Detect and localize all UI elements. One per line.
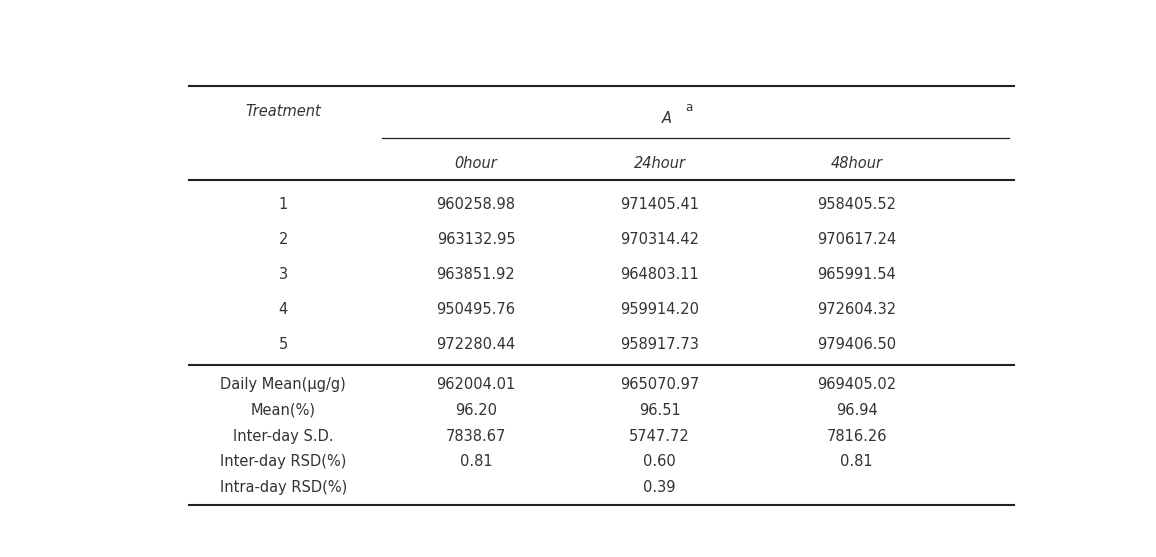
Text: 962004.01: 962004.01 xyxy=(436,377,516,392)
Text: 5747.72: 5747.72 xyxy=(629,429,690,443)
Text: 963851.92: 963851.92 xyxy=(437,267,516,282)
Text: 971405.41: 971405.41 xyxy=(620,197,699,212)
Text: 4: 4 xyxy=(279,302,288,317)
Text: 48hour: 48hour xyxy=(831,156,883,171)
Text: 7838.67: 7838.67 xyxy=(446,429,506,443)
Text: Mean(%): Mean(%) xyxy=(251,403,316,418)
Text: 0.60: 0.60 xyxy=(643,455,676,470)
Text: 96.20: 96.20 xyxy=(455,403,497,418)
Text: 5: 5 xyxy=(279,337,288,352)
Text: 960258.98: 960258.98 xyxy=(437,197,516,212)
Text: Treatment: Treatment xyxy=(245,104,321,119)
Text: 979406.50: 979406.50 xyxy=(817,337,896,352)
Text: 964803.11: 964803.11 xyxy=(621,267,699,282)
Text: A: A xyxy=(661,111,672,126)
Text: 0.39: 0.39 xyxy=(644,480,676,495)
Text: 958917.73: 958917.73 xyxy=(621,337,699,352)
Text: 0.81: 0.81 xyxy=(840,455,873,470)
Text: 950495.76: 950495.76 xyxy=(437,302,516,317)
Text: 0.81: 0.81 xyxy=(460,455,492,470)
Text: 970617.24: 970617.24 xyxy=(817,232,896,247)
Text: 959914.20: 959914.20 xyxy=(620,302,699,317)
Text: 96.94: 96.94 xyxy=(836,403,877,418)
Text: 958405.52: 958405.52 xyxy=(817,197,896,212)
Text: 0hour: 0hour xyxy=(454,156,497,171)
Text: 2: 2 xyxy=(279,232,288,247)
Text: 965991.54: 965991.54 xyxy=(817,267,896,282)
Text: Daily Mean(μg/g): Daily Mean(μg/g) xyxy=(221,377,347,392)
Text: 963132.95: 963132.95 xyxy=(437,232,516,247)
Text: Inter-day RSD(%): Inter-day RSD(%) xyxy=(220,455,347,470)
Text: Inter-day S.D.: Inter-day S.D. xyxy=(234,429,334,443)
Text: 965070.97: 965070.97 xyxy=(620,377,699,392)
Text: 969405.02: 969405.02 xyxy=(817,377,896,392)
Text: 972604.32: 972604.32 xyxy=(817,302,896,317)
Text: 970314.42: 970314.42 xyxy=(620,232,699,247)
Text: Intra-day RSD(%): Intra-day RSD(%) xyxy=(220,480,347,495)
Text: 972280.44: 972280.44 xyxy=(436,337,516,352)
Text: 7816.26: 7816.26 xyxy=(827,429,887,443)
Text: 24hour: 24hour xyxy=(633,156,686,171)
Text: a: a xyxy=(686,101,692,114)
Text: 1: 1 xyxy=(279,197,288,212)
Text: 3: 3 xyxy=(279,267,288,282)
Text: 96.51: 96.51 xyxy=(639,403,681,418)
